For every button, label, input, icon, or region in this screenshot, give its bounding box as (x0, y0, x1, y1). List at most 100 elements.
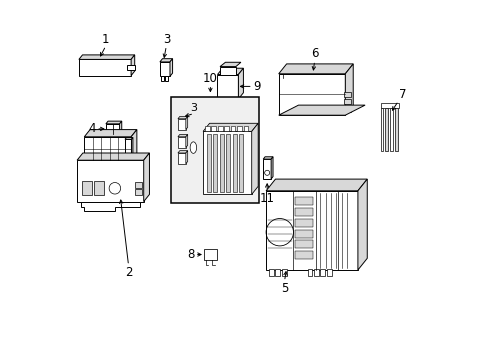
Polygon shape (320, 269, 325, 276)
Polygon shape (81, 202, 140, 211)
Polygon shape (79, 55, 134, 59)
Polygon shape (237, 126, 242, 131)
Polygon shape (326, 269, 331, 276)
Polygon shape (389, 108, 392, 151)
Polygon shape (275, 269, 280, 276)
Polygon shape (134, 182, 142, 188)
Polygon shape (131, 130, 137, 160)
Polygon shape (239, 134, 243, 192)
Polygon shape (278, 105, 365, 115)
Polygon shape (219, 134, 224, 192)
Polygon shape (203, 123, 258, 131)
Polygon shape (244, 126, 248, 131)
Polygon shape (380, 108, 383, 151)
Text: 3: 3 (163, 33, 170, 46)
Polygon shape (238, 68, 243, 99)
Polygon shape (160, 62, 170, 76)
Text: 11: 11 (259, 192, 274, 204)
Polygon shape (165, 76, 168, 81)
Polygon shape (220, 67, 235, 75)
Polygon shape (224, 126, 228, 131)
Polygon shape (84, 137, 131, 160)
Text: 7: 7 (398, 88, 405, 101)
Text: 2: 2 (124, 266, 132, 279)
Polygon shape (223, 99, 226, 104)
Polygon shape (232, 99, 235, 104)
Polygon shape (278, 64, 352, 74)
Polygon shape (343, 99, 350, 104)
Polygon shape (265, 191, 357, 270)
Polygon shape (77, 160, 143, 202)
Polygon shape (217, 75, 238, 99)
Polygon shape (178, 150, 187, 153)
Polygon shape (127, 65, 134, 70)
Polygon shape (170, 59, 172, 76)
Polygon shape (294, 251, 312, 259)
Polygon shape (185, 150, 187, 164)
Polygon shape (125, 139, 131, 157)
Polygon shape (294, 197, 312, 205)
Text: 6: 6 (310, 48, 318, 60)
Polygon shape (84, 130, 137, 137)
Polygon shape (131, 138, 133, 157)
Text: 8: 8 (187, 248, 194, 261)
Text: 4: 4 (88, 122, 96, 135)
Polygon shape (263, 157, 272, 159)
Polygon shape (81, 181, 92, 195)
Polygon shape (178, 119, 185, 130)
Polygon shape (270, 157, 272, 179)
Polygon shape (220, 62, 241, 67)
Polygon shape (343, 106, 350, 112)
Polygon shape (217, 68, 243, 75)
Polygon shape (313, 269, 318, 276)
Polygon shape (232, 134, 237, 192)
Text: 9: 9 (252, 80, 260, 93)
Polygon shape (219, 99, 222, 104)
Polygon shape (143, 153, 149, 202)
Polygon shape (394, 108, 397, 151)
Polygon shape (357, 179, 366, 270)
Polygon shape (265, 179, 366, 191)
Text: 5: 5 (280, 282, 287, 294)
Polygon shape (178, 117, 187, 119)
Polygon shape (79, 59, 131, 76)
Polygon shape (120, 121, 122, 134)
Polygon shape (294, 208, 312, 216)
Polygon shape (204, 126, 209, 131)
Polygon shape (185, 117, 187, 130)
Polygon shape (178, 153, 185, 164)
Polygon shape (282, 269, 286, 276)
Polygon shape (125, 138, 133, 139)
Polygon shape (268, 269, 273, 276)
Ellipse shape (190, 142, 196, 153)
Polygon shape (294, 219, 312, 227)
Polygon shape (160, 59, 172, 62)
Polygon shape (203, 131, 251, 194)
Polygon shape (106, 124, 120, 134)
Polygon shape (227, 99, 231, 104)
Polygon shape (294, 230, 312, 238)
Polygon shape (263, 159, 270, 179)
Polygon shape (77, 153, 149, 160)
Polygon shape (230, 126, 235, 131)
Polygon shape (385, 108, 387, 151)
Polygon shape (161, 76, 164, 81)
Polygon shape (134, 189, 142, 195)
Polygon shape (211, 126, 216, 131)
Polygon shape (106, 121, 122, 124)
Polygon shape (218, 126, 222, 131)
Polygon shape (131, 55, 134, 76)
Polygon shape (251, 123, 258, 194)
Polygon shape (278, 74, 345, 115)
Polygon shape (178, 137, 185, 148)
Polygon shape (380, 103, 399, 108)
Polygon shape (178, 134, 187, 137)
Polygon shape (307, 269, 311, 276)
Polygon shape (294, 240, 312, 248)
Text: 10: 10 (203, 72, 217, 85)
Polygon shape (225, 134, 230, 192)
Text: 1: 1 (102, 33, 109, 46)
Polygon shape (185, 134, 187, 148)
Polygon shape (213, 134, 217, 192)
Polygon shape (204, 249, 217, 260)
